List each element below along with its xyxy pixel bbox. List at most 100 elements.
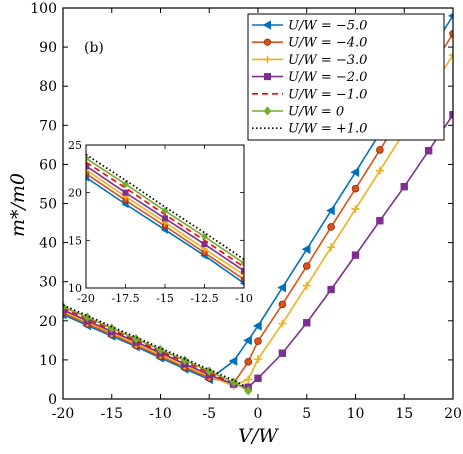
x-tick-label-8: 20 bbox=[444, 406, 462, 422]
inset-point-3-1 bbox=[122, 189, 129, 196]
inset-point-3-3 bbox=[201, 241, 208, 248]
point-5-6 bbox=[205, 366, 214, 377]
inset-x-tick-label-0: -20 bbox=[77, 292, 95, 305]
series-line-3-u-w-2-0 bbox=[63, 114, 453, 389]
x-tick-label-5: 5 bbox=[302, 406, 311, 422]
legend-label-1: U/W = −4.0 bbox=[288, 36, 367, 51]
inset-series-line-1-u-w-4-0 bbox=[86, 172, 244, 281]
y-tick-label-7: 70 bbox=[39, 118, 57, 134]
inset-x-tick-label-2: -15 bbox=[156, 292, 174, 305]
series-line-2-u-w-3-0 bbox=[63, 54, 453, 387]
inset-point-5-2 bbox=[161, 206, 169, 215]
x-tick-label-2: -10 bbox=[149, 406, 172, 422]
point-0-7 bbox=[228, 356, 238, 366]
y-axis-label: m*/m0 bbox=[7, 173, 29, 237]
inset-series-line-3-u-w-2-0 bbox=[86, 165, 244, 272]
point-2-11 bbox=[302, 281, 311, 290]
point-1-17 bbox=[449, 30, 453, 38]
legend-marker-1 bbox=[263, 38, 272, 46]
legend-label-2: U/W = −3.0 bbox=[288, 53, 367, 68]
point-3-10 bbox=[278, 349, 287, 357]
point-2-12 bbox=[327, 243, 336, 252]
point-5-5 bbox=[180, 355, 189, 366]
point-1-10 bbox=[278, 300, 287, 309]
point-1-12 bbox=[327, 223, 335, 231]
point-5-3 bbox=[132, 334, 141, 344]
point-0-13 bbox=[350, 167, 360, 178]
point-0-12 bbox=[326, 205, 335, 216]
legend-items: U/W = −5.0 U/W = −4.0 U/W = −3.0 U/W = −2.0… bbox=[252, 19, 367, 137]
y-tick-label-10: 100 bbox=[30, 1, 57, 17]
legend-label-4: U/W = −1.0 bbox=[288, 87, 367, 102]
point-2-9 bbox=[254, 355, 262, 364]
inset-y-tick-label-0: 10 bbox=[68, 282, 82, 295]
y-tick-label-9: 90 bbox=[39, 40, 57, 56]
point-2-10 bbox=[278, 319, 287, 328]
point-3-12 bbox=[327, 285, 335, 294]
legend-marker-5 bbox=[263, 106, 272, 116]
inset-y-tick-label-1: 15 bbox=[68, 234, 82, 247]
legend-label-0: U/W = −5.0 bbox=[288, 19, 367, 34]
inset-point-2-0 bbox=[86, 166, 90, 173]
x-tick-label-6: 10 bbox=[347, 406, 365, 422]
y-tick-label-6: 60 bbox=[39, 157, 57, 173]
legend-marker-2 bbox=[263, 55, 272, 64]
y-tick-label-5: 50 bbox=[39, 197, 57, 213]
point-1-9 bbox=[254, 337, 262, 345]
inset-point-3-4 bbox=[240, 267, 244, 274]
point-3-13 bbox=[351, 251, 360, 259]
series-line-1-u-w-4-0 bbox=[63, 33, 453, 385]
inset: -20 -17.5 -15 -12.5 -10 10 15 20 25 bbox=[68, 139, 253, 305]
x-tick-label-4: 0 bbox=[254, 406, 263, 422]
inset-x-tick-label-3: -12.5 bbox=[190, 292, 218, 305]
point-1-8 bbox=[244, 358, 253, 366]
y-tick-label-3: 30 bbox=[39, 275, 57, 291]
legend-marker-3 bbox=[263, 73, 272, 81]
panel-label: (b) bbox=[84, 40, 104, 56]
point-3-11 bbox=[303, 319, 311, 327]
legend-label-5: U/W = 0 bbox=[288, 105, 344, 120]
inset-point-5-4 bbox=[240, 259, 244, 268]
legend-label-6: U/W = +1.0 bbox=[288, 122, 367, 137]
inset-y-tick-label-3: 25 bbox=[68, 139, 82, 152]
inset-x-tick-label-1: -17.5 bbox=[111, 292, 139, 305]
point-2-17 bbox=[449, 50, 453, 59]
point-2-14 bbox=[375, 166, 384, 175]
y-tick-label-4: 40 bbox=[39, 236, 57, 252]
inset-series-line-4-u-w-1-0 bbox=[86, 161, 244, 268]
point-2-8 bbox=[244, 375, 253, 384]
y-tick-label-1: 10 bbox=[39, 353, 57, 369]
point-3-14 bbox=[376, 217, 384, 225]
inset-series-line-2-u-w-3-0 bbox=[86, 169, 244, 276]
inset-point-2-4 bbox=[240, 271, 244, 278]
point-0-9 bbox=[252, 321, 262, 331]
legend-marker-0 bbox=[262, 20, 272, 30]
x-tick-label-0: -20 bbox=[52, 406, 75, 422]
series-line-4-u-w-1-0 bbox=[63, 307, 244, 389]
point-3-15 bbox=[400, 182, 408, 191]
inset-series-line-5-u-w-0 bbox=[86, 157, 244, 265]
point-1-13 bbox=[351, 184, 360, 193]
inset-series-line-0-u-w-5-0 bbox=[86, 176, 244, 285]
inset-ticks: -20 -17.5 -15 -12.5 -10 10 15 20 25 bbox=[68, 139, 253, 305]
main-ticks: -20 -15 -10 -5 0 5 10 15 20 0 10 20 30 40 50 60 70 80 90 10… bbox=[30, 1, 462, 422]
inset-point-5-1 bbox=[122, 180, 129, 189]
y-tick-label-0: 0 bbox=[48, 392, 57, 408]
inset-x-tick-label-4: -10 bbox=[235, 292, 253, 305]
x-axis-label: V/W bbox=[238, 425, 279, 447]
inset-point-5-0 bbox=[86, 154, 90, 163]
inset-point-3-2 bbox=[161, 215, 169, 222]
x-tick-label-1: -15 bbox=[100, 406, 123, 422]
point-2-13 bbox=[351, 204, 360, 213]
point-0-11 bbox=[301, 244, 311, 255]
x-tick-label-3: -5 bbox=[202, 406, 216, 422]
inset-point-5-3 bbox=[201, 232, 208, 241]
legend-label-3: U/W = −2.0 bbox=[288, 70, 367, 85]
inset-series-layer bbox=[86, 153, 244, 286]
point-0-8 bbox=[243, 335, 252, 346]
point-1-14 bbox=[376, 146, 384, 154]
y-tick-label-2: 20 bbox=[39, 314, 57, 330]
point-5-8 bbox=[244, 386, 253, 396]
inset-y-tick-label-2: 20 bbox=[68, 187, 82, 200]
point-1-11 bbox=[302, 262, 311, 270]
